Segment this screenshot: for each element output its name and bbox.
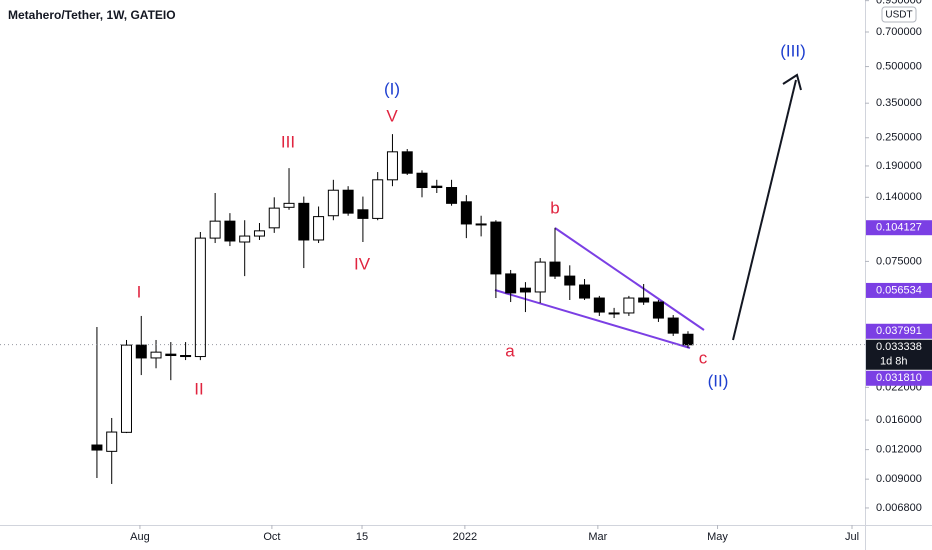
- price-badge: [866, 370, 932, 386]
- candle-body: [283, 202, 295, 208]
- wave-label: III: [281, 132, 295, 151]
- y-tick-label: 0.140000: [876, 191, 922, 203]
- candle-body: [638, 297, 650, 303]
- candle-body: [386, 151, 398, 181]
- wave-label: (I): [384, 79, 400, 98]
- wave-label: a: [505, 341, 515, 360]
- price-badge-label: 0.104127: [876, 222, 922, 234]
- candle-body: [549, 261, 561, 277]
- y-tick-label: 0.075000: [876, 255, 922, 267]
- wave-label: IV: [354, 254, 371, 273]
- candle-body: [416, 172, 428, 189]
- candle-body: [239, 235, 251, 243]
- candle-body: [165, 353, 177, 357]
- currency-button-label[interactable]: USDT: [885, 10, 912, 21]
- wave-label: (II): [708, 371, 729, 390]
- candle-body: [446, 187, 458, 204]
- y-tick-label: 0.700000: [876, 26, 922, 38]
- candle-body: [564, 275, 576, 286]
- candle-body: [150, 351, 162, 359]
- candle-body: [401, 151, 413, 174]
- price-badge-label: 0.033338: [876, 341, 922, 353]
- candle-body: [180, 355, 192, 358]
- price-badge: [866, 220, 932, 236]
- wedge-line: [554, 227, 705, 331]
- candle-body: [534, 261, 546, 293]
- candle-body: [682, 333, 694, 346]
- y-tick-label: 0.250000: [876, 132, 922, 144]
- price-badge: [866, 339, 932, 370]
- candle-body: [652, 301, 664, 319]
- candle-body: [608, 312, 620, 315]
- price-badge-label: 0.056534: [876, 284, 922, 296]
- price-badge: [866, 323, 932, 339]
- wave-label: c: [699, 348, 708, 367]
- countdown-label: 1d 8h: [880, 356, 908, 368]
- candle-body: [623, 297, 635, 314]
- x-tick-label: Aug: [130, 531, 150, 543]
- candle-body: [593, 297, 605, 313]
- candle-body: [253, 230, 265, 237]
- candle-body: [431, 185, 443, 189]
- candle-body: [120, 344, 132, 433]
- x-tick-label: Jul: [845, 531, 859, 543]
- candle-body: [106, 431, 118, 452]
- arrow-head: [782, 73, 802, 91]
- candle-body: [135, 344, 147, 359]
- candle-body: [268, 207, 280, 229]
- candle-body: [519, 287, 531, 293]
- y-tick-label: 0.016000: [876, 414, 922, 426]
- candle-body: [372, 179, 384, 219]
- candle-body: [579, 284, 591, 299]
- y-tick-label: 0.006800: [876, 502, 922, 514]
- wave-label: (III): [780, 41, 806, 60]
- candle-body: [194, 237, 206, 358]
- price-badge: [866, 282, 932, 298]
- price-badge-label: 0.037991: [876, 325, 922, 337]
- wave-label: V: [386, 106, 398, 125]
- x-tick-label: Oct: [263, 531, 280, 543]
- wedge-line: [494, 289, 691, 349]
- wave-label: II: [194, 379, 203, 398]
- x-tick-label: 15: [356, 531, 368, 543]
- candle-body: [327, 189, 339, 217]
- y-tick-label: 0.009000: [876, 473, 922, 485]
- candle-body: [505, 273, 517, 294]
- x-tick-label: Mar: [588, 531, 607, 543]
- wave-label: I: [137, 282, 142, 301]
- price-badge-label: 0.031810: [876, 372, 922, 384]
- x-tick-label: May: [707, 531, 728, 543]
- candle-body: [342, 189, 354, 214]
- chart-title: Metahero/Tether, 1W, GATEIO: [8, 8, 176, 22]
- candle-body: [460, 201, 472, 225]
- y-tick-label: 0.012000: [876, 444, 922, 456]
- projection-arrow: [732, 79, 797, 341]
- y-tick-label: 0.350000: [876, 97, 922, 109]
- candle-body: [490, 221, 502, 275]
- x-tick-label: 2022: [453, 531, 477, 543]
- y-tick-label: 0.190000: [876, 160, 922, 172]
- candle-body: [475, 223, 487, 226]
- candle-body: [224, 220, 236, 242]
- wave-label: b: [550, 198, 559, 217]
- candle-body: [91, 444, 103, 451]
- candle-body: [209, 220, 221, 239]
- candle-body: [667, 317, 679, 334]
- candle-body: [313, 216, 325, 241]
- currency-button[interactable]: [881, 6, 917, 23]
- candle-body: [357, 209, 369, 219]
- y-tick-label: 0.950000: [876, 0, 922, 7]
- y-tick-label: 0.500000: [876, 60, 922, 72]
- candle-body: [298, 202, 310, 241]
